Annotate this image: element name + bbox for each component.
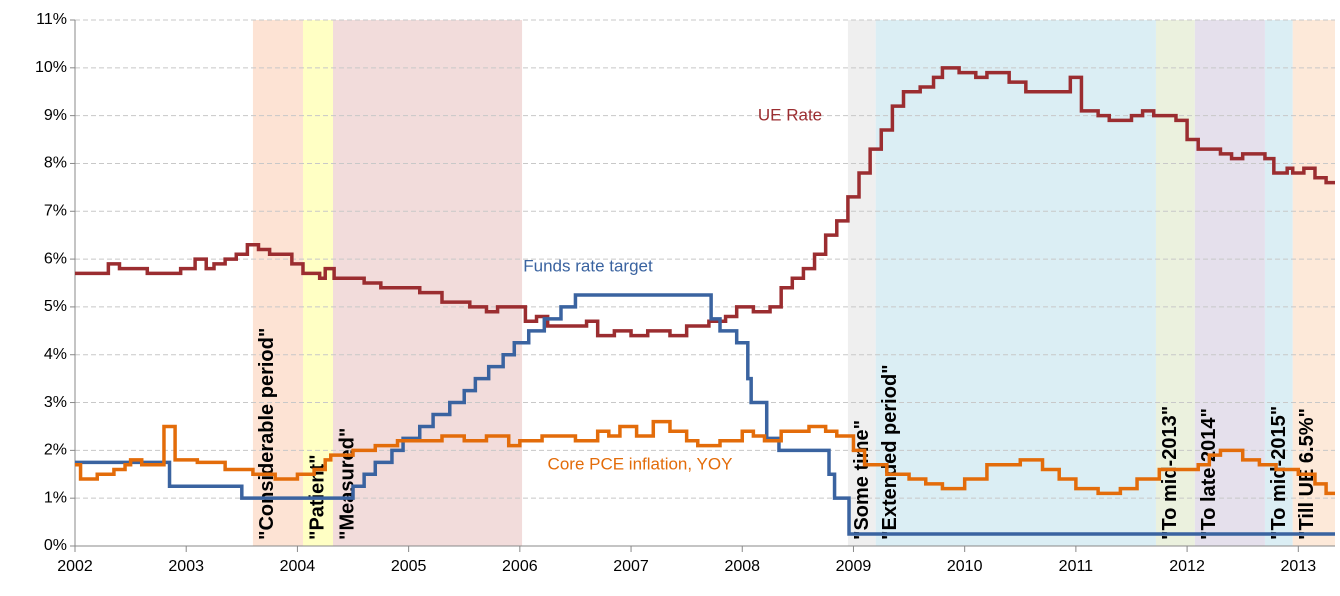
band-label: "To late 2014" (1198, 408, 1220, 540)
x-tick-label: 2008 (724, 558, 760, 575)
guidance-band (1264, 20, 1293, 546)
guidance-band (875, 20, 1156, 546)
band-label: "Extended period" (879, 364, 901, 540)
series-label: UE Rate (758, 105, 822, 124)
band-label: "Measured" (336, 428, 358, 540)
guidance-band (252, 20, 303, 546)
band-label: "Considerable period" (256, 328, 278, 540)
y-tick-label: 3% (44, 394, 67, 411)
y-tick-label: 4% (44, 346, 67, 363)
y-tick-label: 7% (44, 202, 67, 219)
series-line (75, 293, 1335, 536)
band-label: "To mid-2015" (1268, 406, 1290, 540)
x-tick-label: 2002 (57, 558, 93, 575)
x-tick-label: 2013 (1281, 558, 1317, 575)
guidance-band (333, 20, 523, 546)
y-tick-label: 1% (44, 489, 67, 506)
x-tick-label: 2009 (836, 558, 872, 575)
x-tick-label: 2004 (280, 558, 316, 575)
series-line (75, 419, 1335, 496)
band-label: "To mid-2013" (1159, 406, 1181, 540)
y-tick-label: 0% (44, 537, 67, 554)
x-tick-label: 2007 (613, 558, 649, 575)
y-tick-label: 11% (36, 11, 67, 28)
y-tick-label: 10% (35, 59, 67, 76)
series-label: Core PCE inflation, YOY (548, 454, 733, 473)
y-tick-label: 8% (44, 155, 67, 172)
x-tick-label: 2011 (1059, 558, 1094, 575)
series-label: Funds rate target (523, 256, 653, 275)
x-tick-label: 2010 (947, 558, 983, 575)
x-tick-label: 2012 (1169, 558, 1205, 575)
x-tick-label: 2003 (168, 558, 204, 575)
x-tick-label: 2006 (502, 558, 538, 575)
guidance-band (1155, 20, 1195, 546)
guidance-band (1292, 20, 1335, 546)
y-tick-label: 2% (44, 442, 67, 459)
x-tick-label: 2005 (391, 558, 427, 575)
series-line (75, 66, 1335, 338)
guidance-band (847, 20, 876, 546)
y-tick-label: 5% (44, 298, 67, 315)
y-tick-label: 6% (44, 250, 67, 267)
y-tick-label: 9% (44, 107, 67, 124)
